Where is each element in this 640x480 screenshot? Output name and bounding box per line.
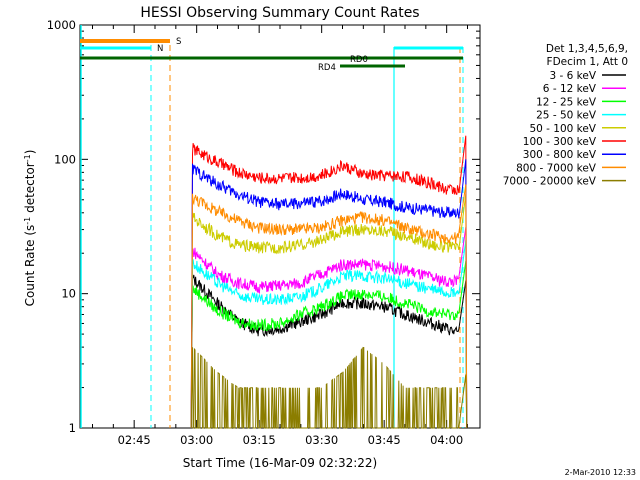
y-label-sup-1: -1 <box>23 217 32 225</box>
y-tick-label: 1 <box>69 421 76 435</box>
legend-label: 7000 - 20000 keV <box>503 176 597 188</box>
legend-label: 6 - 12 keV <box>543 83 597 95</box>
y-label-sup-2: -1 <box>23 154 32 162</box>
series-line <box>190 240 468 429</box>
series-line <box>190 227 468 429</box>
legend-label: 800 - 7000 keV <box>516 162 597 174</box>
series-line <box>190 346 468 429</box>
x-axis-label: Start Time (16-Mar-09 02:32:22) <box>183 456 377 470</box>
x-tick-label: 03:30 <box>305 433 338 447</box>
flag-label-n: N <box>157 44 163 54</box>
x-tick-label: 03:15 <box>243 433 276 447</box>
y-tick-label: 1000 <box>47 18 76 32</box>
legend-label: 100 - 300 keV <box>523 136 597 148</box>
legend-label: 12 - 25 keV <box>536 96 597 108</box>
x-tick-label: 04:00 <box>430 433 463 447</box>
legend-label: 300 - 800 keV <box>523 149 597 161</box>
series-line <box>190 135 468 429</box>
plot-area: 02:45 03:00 03:15 03:30 03:45 04:00 1 10 100 1000… <box>47 18 481 447</box>
flag-label-rd0: RD0 <box>350 55 368 65</box>
flag-label-rd4: RD4 <box>318 63 336 73</box>
series-line <box>190 274 468 429</box>
legend: Det 1,3,4,5,6,9, FDecim 1, Att 0 3 - 6 k… <box>503 43 628 188</box>
y-tick-label: 10 <box>61 287 76 301</box>
flag-label-s: S <box>176 37 181 47</box>
y-label-part-3: ) <box>23 150 37 155</box>
series-line <box>190 159 468 429</box>
x-tick-label: 03:00 <box>180 433 213 447</box>
chart-title: HESSI Observing Summary Count Rates <box>140 5 419 21</box>
series-line <box>190 194 468 429</box>
legend-label: 25 - 50 keV <box>536 110 597 122</box>
legend-header-1: Det 1,3,4,5,6,9, <box>546 43 628 55</box>
legend-label: 3 - 6 keV <box>549 70 596 82</box>
y-tick-label: 100 <box>54 152 76 166</box>
y-label-part-2: detector <box>23 162 37 217</box>
legend-label: 50 - 100 keV <box>529 123 596 135</box>
legend-header-2: FDecim 1, Att 0 <box>547 56 628 68</box>
y-label-part-1: Count Rate (s <box>23 225 37 307</box>
series-line <box>190 184 468 429</box>
y-axis-label: Count Rate (s-1 detector-1) <box>23 150 37 307</box>
x-tick-label: 02:45 <box>118 433 151 447</box>
x-tick-label: 03:45 <box>368 433 401 447</box>
footer-date: 2-Mar-2010 12:33 <box>565 468 636 477</box>
series-line <box>190 260 468 429</box>
